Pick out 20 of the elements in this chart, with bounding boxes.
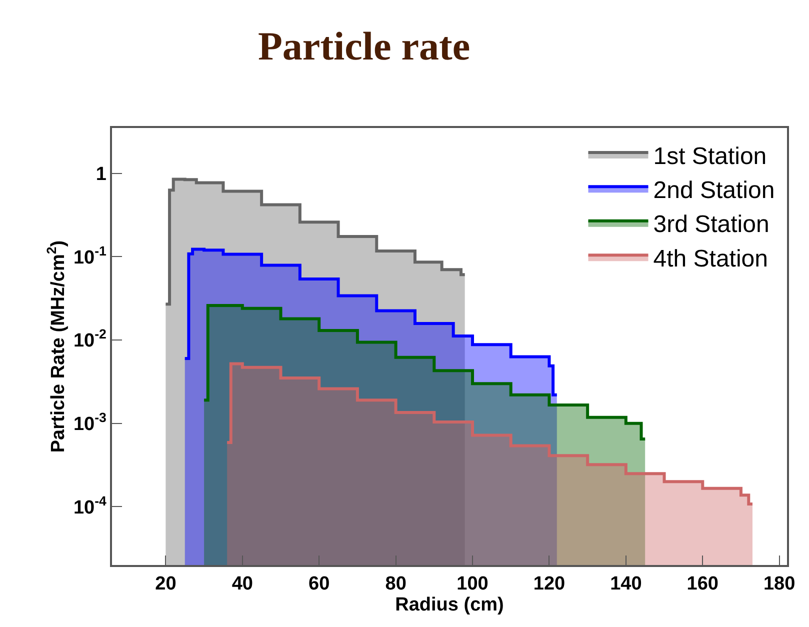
x-tick-label: 120 xyxy=(533,574,566,595)
legend-label: 4th Station xyxy=(653,245,768,272)
y-tick-label: 10$^{-4}$ xyxy=(73,493,108,518)
legend-label: 2nd Station xyxy=(653,177,775,204)
y-tick-label: 10$^{-2}$ xyxy=(73,326,106,352)
y-tick-label: 1 xyxy=(96,164,107,185)
y-tick-label: 10$^{-3}$ xyxy=(73,410,106,436)
x-axis-title: Radius (cm) xyxy=(395,594,504,616)
chart-title: Particle rate xyxy=(258,23,470,68)
x-tick-label: 40 xyxy=(232,574,253,595)
x-tick-label: 20 xyxy=(155,574,176,595)
x-tick-label: 60 xyxy=(308,574,330,595)
x-tick-label: 140 xyxy=(610,574,642,595)
x-tick-label: 80 xyxy=(385,574,406,595)
legend-label: 3rd Station xyxy=(653,211,770,238)
y-tick-label: 10$^{-1}$ xyxy=(73,243,108,268)
x-tick-label: 160 xyxy=(686,574,718,595)
x-tick-label: 100 xyxy=(456,574,488,595)
legend-label: 1st Station xyxy=(653,142,767,170)
x-tick-label: 180 xyxy=(763,574,796,595)
